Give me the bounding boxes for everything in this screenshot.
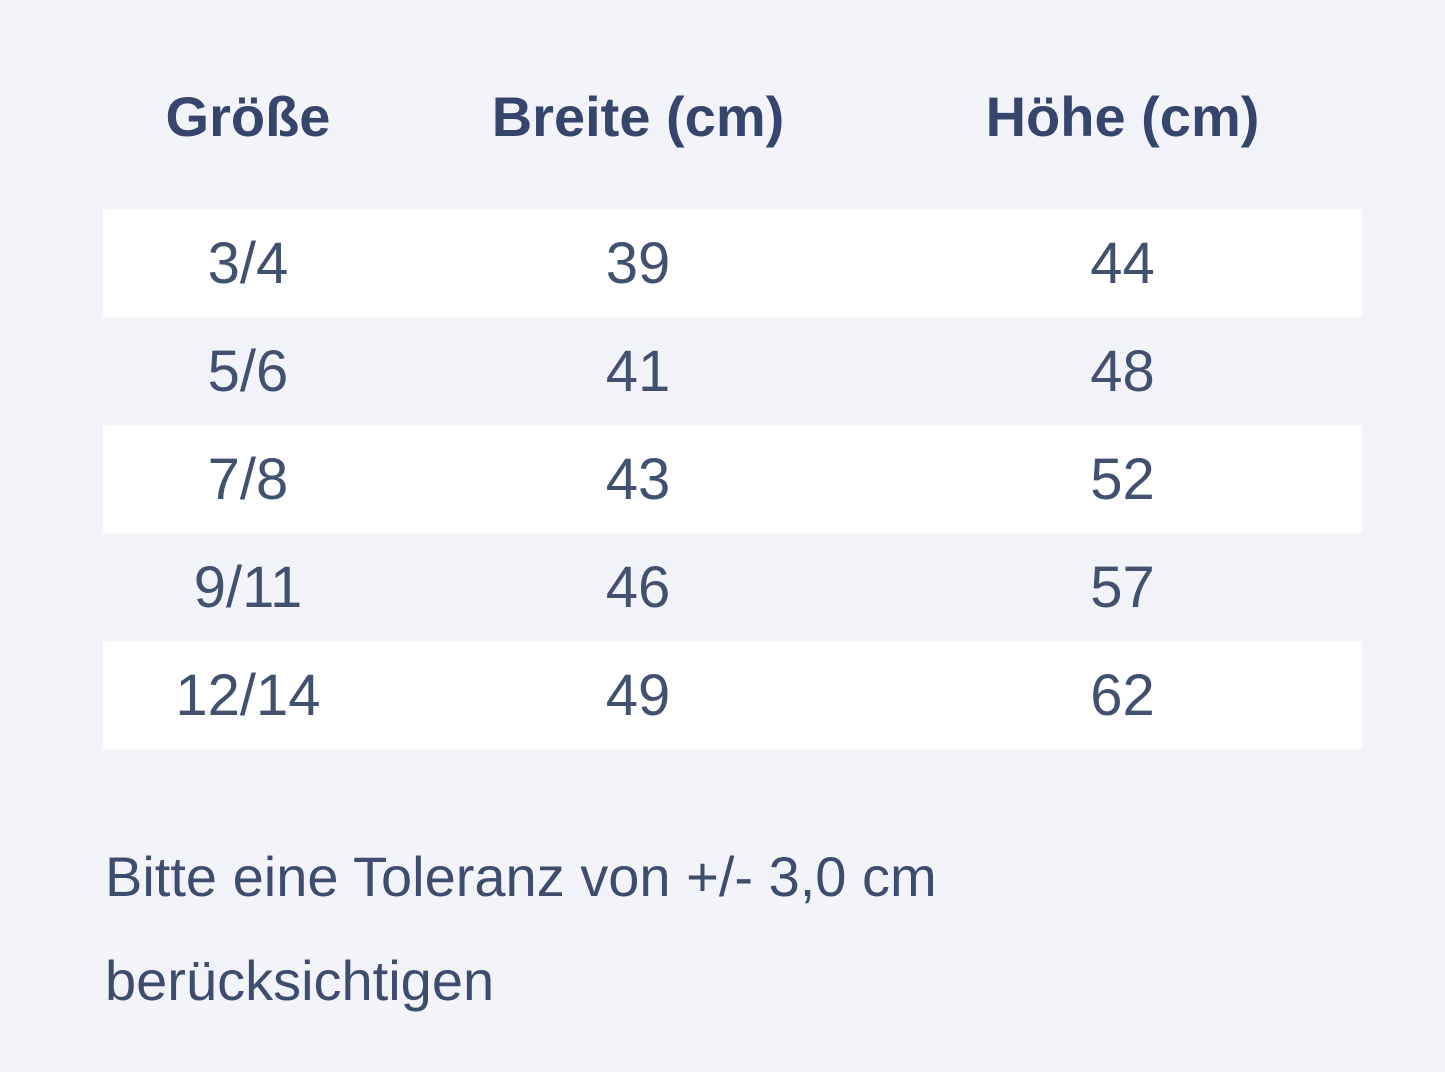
table-row: 9/11 46 57 bbox=[103, 533, 1362, 641]
width-value-cell: 46 bbox=[605, 554, 671, 620]
size-cell: 3/4 bbox=[207, 230, 289, 296]
width-value-cell: 39 bbox=[605, 230, 671, 296]
width-value-cell: 41 bbox=[605, 338, 671, 404]
height-column-header: Höhe (cm) bbox=[985, 85, 1260, 148]
size-cell: 5/6 bbox=[207, 338, 289, 404]
table-row: 5/6 41 48 bbox=[103, 317, 1362, 425]
tolerance-note-line-2: berücksichtigen bbox=[105, 949, 495, 1012]
width-value-cell: 49 bbox=[605, 662, 671, 728]
table-row: 12/14 49 62 bbox=[103, 641, 1362, 749]
height-value-cell: 48 bbox=[1090, 338, 1155, 404]
height-value-cell: 44 bbox=[1090, 230, 1155, 296]
size-column-header: Größe bbox=[165, 85, 331, 148]
height-value-cell: 57 bbox=[1090, 554, 1155, 620]
table-row: 3/4 39 44 bbox=[103, 209, 1362, 317]
height-value-cell: 52 bbox=[1090, 446, 1155, 512]
width-value-cell: 43 bbox=[605, 446, 671, 512]
size-cell: 9/11 bbox=[193, 554, 303, 620]
table-row: 7/8 43 52 bbox=[103, 425, 1362, 533]
height-value-cell: 62 bbox=[1090, 662, 1155, 728]
table-header-row: Größe Breite (cm) Höhe (cm) bbox=[103, 85, 1362, 149]
size-cell: 12/14 bbox=[175, 662, 321, 728]
tolerance-note-line-1: Bitte eine Toleranz von +/- 3,0 cm bbox=[105, 845, 937, 908]
size-chart-table: Größe Breite (cm) Höhe (cm) 3/4 39 44 5/… bbox=[103, 85, 1362, 749]
tolerance-note: Bitte eine Toleranz von +/- 3,0 cm berüc… bbox=[105, 825, 1445, 1033]
width-column-header: Breite (cm) bbox=[491, 85, 785, 148]
size-cell: 7/8 bbox=[207, 446, 289, 512]
